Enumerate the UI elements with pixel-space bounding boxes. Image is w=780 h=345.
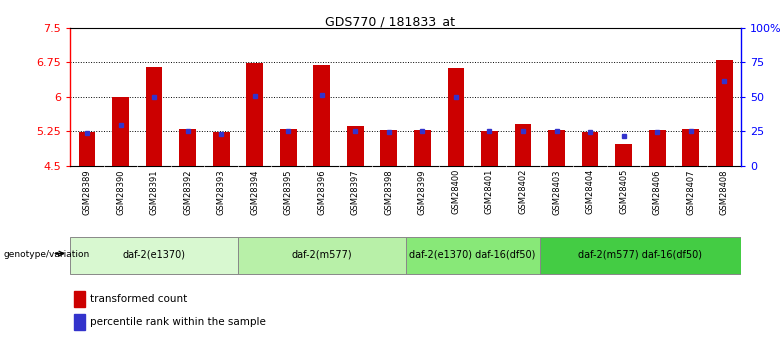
Text: GSM28392: GSM28392: [183, 169, 192, 215]
Text: GSM28403: GSM28403: [552, 169, 561, 215]
Bar: [448, 68, 464, 166]
Bar: [70, 237, 238, 274]
Text: GSM28393: GSM28393: [217, 169, 225, 215]
Bar: [73, 291, 85, 307]
Bar: [406, 237, 540, 274]
Bar: [481, 131, 498, 166]
Text: percentile rank within the sample: percentile rank within the sample: [90, 317, 266, 327]
Bar: [548, 130, 565, 166]
Text: GSM28397: GSM28397: [351, 169, 360, 215]
Text: daf-2(m577): daf-2(m577): [292, 249, 352, 259]
Text: GSM28398: GSM28398: [385, 169, 393, 215]
Bar: [280, 129, 296, 166]
Bar: [515, 124, 531, 166]
Bar: [213, 132, 229, 166]
Bar: [146, 67, 162, 166]
Bar: [582, 132, 598, 166]
Text: GSM28400: GSM28400: [452, 169, 460, 215]
Text: daf-2(e1370) daf-16(df50): daf-2(e1370) daf-16(df50): [410, 249, 536, 259]
Text: GSM28401: GSM28401: [485, 169, 494, 215]
Text: genotype/variation: genotype/variation: [3, 250, 90, 259]
Bar: [314, 65, 330, 166]
Text: GSM28399: GSM28399: [418, 169, 427, 215]
Text: daf-2(e1370): daf-2(e1370): [122, 249, 186, 259]
Bar: [73, 314, 85, 330]
Bar: [682, 129, 699, 166]
Bar: [246, 63, 263, 166]
Bar: [179, 129, 196, 166]
Text: GSM28408: GSM28408: [720, 169, 729, 215]
Text: GSM28402: GSM28402: [519, 169, 527, 215]
Bar: [347, 126, 363, 166]
Text: GSM28396: GSM28396: [317, 169, 326, 215]
Text: GSM28404: GSM28404: [586, 169, 594, 215]
Text: GSM28390: GSM28390: [116, 169, 125, 215]
Bar: [381, 130, 397, 166]
Text: GSM28394: GSM28394: [250, 169, 259, 215]
Text: GSM28405: GSM28405: [619, 169, 628, 215]
Text: GSM28407: GSM28407: [686, 169, 695, 215]
Bar: [414, 130, 431, 166]
Text: GSM28406: GSM28406: [653, 169, 661, 215]
Bar: [716, 60, 732, 166]
Bar: [79, 132, 95, 166]
Text: transformed count: transformed count: [90, 294, 187, 304]
Bar: [238, 237, 406, 274]
Text: GDS770 / 181833_at: GDS770 / 181833_at: [325, 16, 455, 29]
Bar: [615, 144, 632, 166]
Text: GSM28391: GSM28391: [150, 169, 158, 215]
Text: daf-2(m577) daf-16(df50): daf-2(m577) daf-16(df50): [579, 249, 702, 259]
Bar: [112, 97, 129, 166]
Text: GSM28389: GSM28389: [83, 169, 91, 215]
Bar: [540, 237, 741, 274]
Bar: [649, 130, 665, 166]
Text: GSM28395: GSM28395: [284, 169, 292, 215]
